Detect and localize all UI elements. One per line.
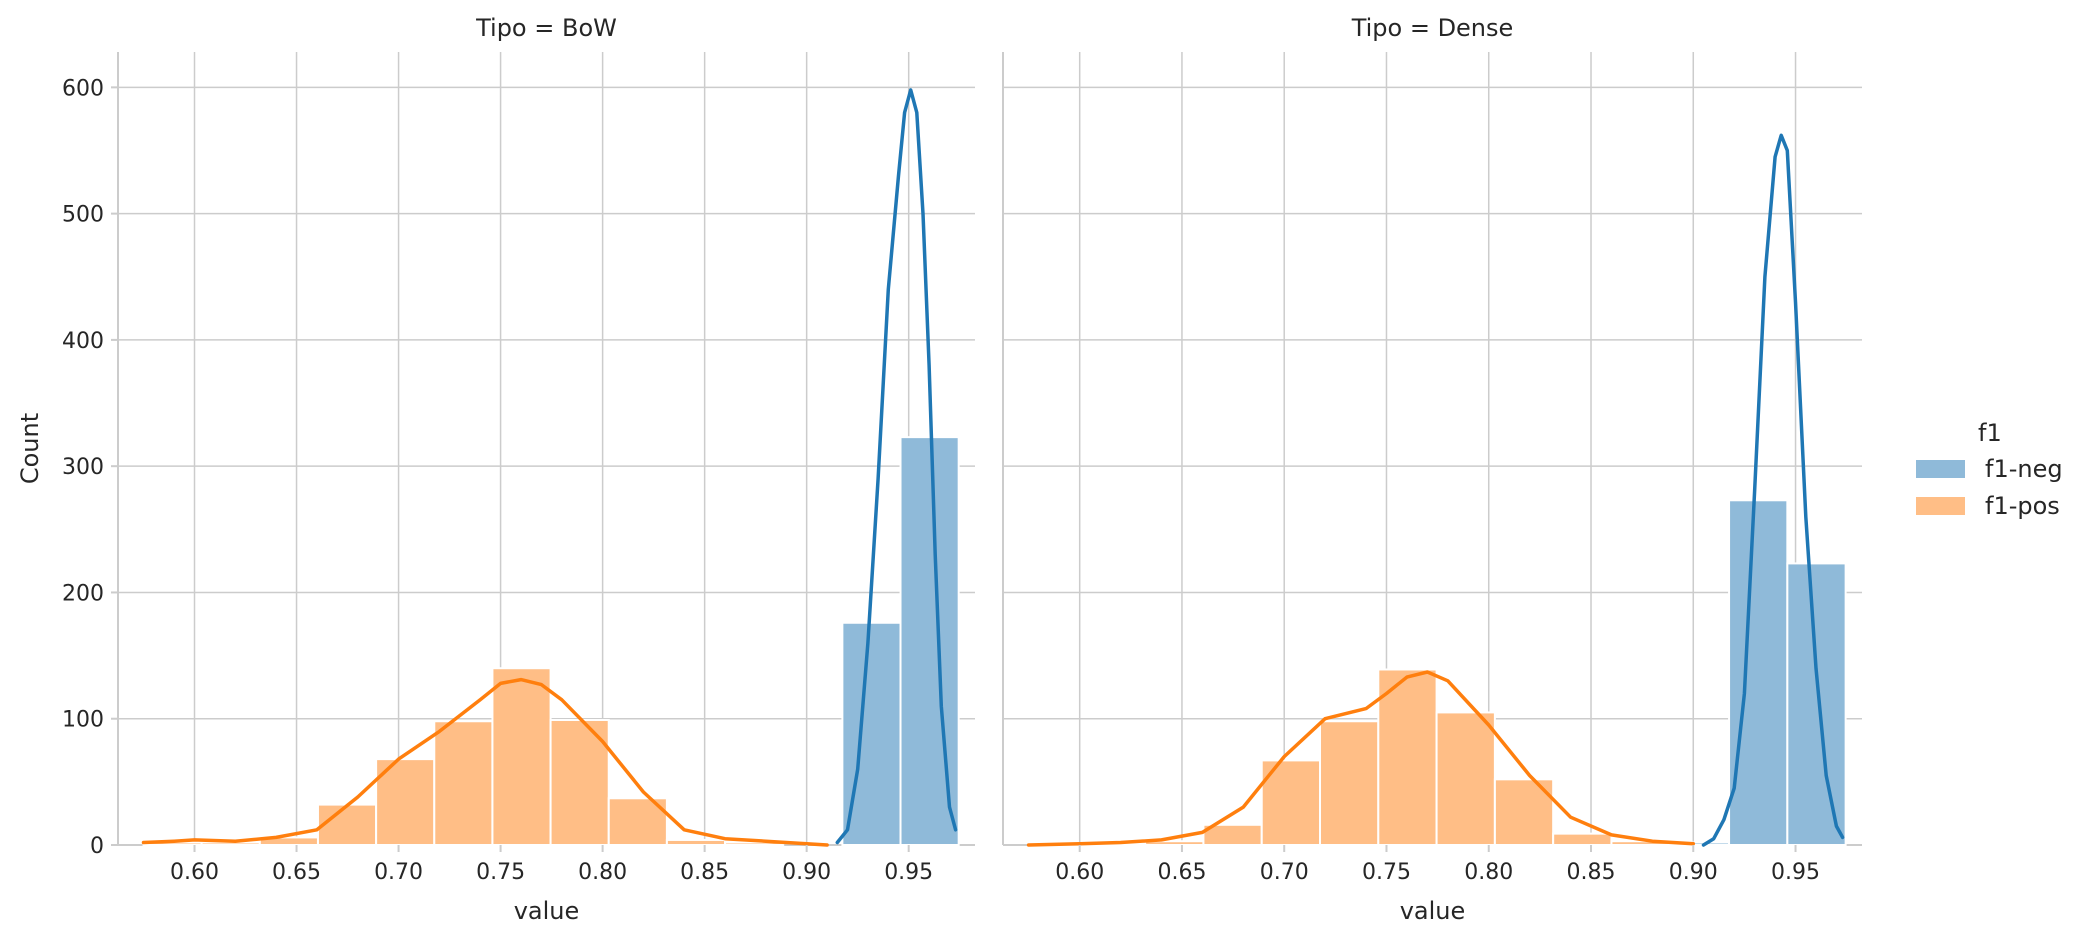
x-tick-label: 0.90 xyxy=(1669,860,1718,885)
x-tick-label: 0.95 xyxy=(884,860,933,885)
histogram-bars xyxy=(1027,499,1847,847)
x-tick-label: 0.65 xyxy=(272,860,321,885)
bar-f1-neg xyxy=(899,436,960,846)
x-tick-label: 0.95 xyxy=(1771,860,1820,885)
y-tick-label: 600 xyxy=(62,76,104,101)
bar-f1-pos xyxy=(433,720,494,846)
x-tick-label: 0.80 xyxy=(1464,860,1513,885)
bar-f1-pos xyxy=(665,838,727,846)
y-axis: Count xyxy=(16,413,44,484)
legend-label-f1-pos: f1-pos xyxy=(1985,492,2060,520)
y-tick-label: 300 xyxy=(62,455,104,480)
x-ticks: 0.60 0.65 0.70 0.75 0.80 0.85 0.90 0.95 xyxy=(1055,845,1820,885)
kde-line-f1-pos xyxy=(1026,670,1696,847)
legend-title: f1 xyxy=(1978,419,2002,447)
legend-label-f1-neg: f1-neg xyxy=(1985,455,2063,483)
x-tick-label: 0.70 xyxy=(1260,860,1309,885)
x-tick-label: 0.60 xyxy=(170,860,219,885)
x-tick-label: 0.60 xyxy=(1055,860,1104,885)
x-axis-label: value xyxy=(514,897,580,925)
panel-title: Tipo = BoW xyxy=(475,14,617,42)
kde-curves xyxy=(141,88,958,847)
y-tick-label: 0 xyxy=(90,834,104,859)
bar-f1-pos xyxy=(1493,778,1555,847)
y-tick-label: 400 xyxy=(62,329,104,354)
x-tick-label: 0.75 xyxy=(1362,860,1411,885)
bar-f1-pos xyxy=(549,718,610,846)
bar-f1-neg xyxy=(1786,562,1847,846)
y-tick-label: 500 xyxy=(62,203,104,228)
x-tick-label: 0.85 xyxy=(680,860,729,885)
kde-line-f1-pos xyxy=(141,677,829,847)
panel-dense: 0.60 0.65 0.70 0.75 0.80 0.85 0.90 0.95 value Tip… xyxy=(1002,14,1862,925)
legend-swatch-f1-pos xyxy=(1916,497,1965,515)
y-ticks: 0 100 200 300 400 500 600 xyxy=(62,76,118,859)
bar-f1-pos xyxy=(316,803,378,846)
x-ticks: 0.60 0.65 0.70 0.75 0.80 0.85 0.90 0.95 xyxy=(170,845,933,885)
histogram-bars xyxy=(142,436,960,847)
bar-f1-pos xyxy=(491,667,552,846)
bar-f1-pos xyxy=(1319,720,1380,846)
legend-swatch-f1-neg xyxy=(1916,460,1965,478)
bar-f1-neg xyxy=(1728,499,1789,846)
x-tick-label: 0.90 xyxy=(782,860,831,885)
bar-f1-pos xyxy=(1552,832,1613,847)
kde-line-f1-neg xyxy=(1701,133,1845,847)
y-tick-label: 100 xyxy=(62,708,104,733)
kde-line-f1-neg xyxy=(835,88,958,845)
bar-f1-pos xyxy=(1377,668,1438,847)
panel-title: Tipo = Dense xyxy=(1351,14,1514,42)
x-tick-label: 0.85 xyxy=(1567,860,1616,885)
bar-f1-pos xyxy=(200,841,261,847)
grid xyxy=(118,52,975,846)
x-tick-label: 0.75 xyxy=(476,860,525,885)
legend: f1 f1-neg f1-pos xyxy=(1916,419,2063,520)
bar-f1-pos xyxy=(375,758,436,846)
y-tick-label: 200 xyxy=(62,581,104,606)
kde-curves xyxy=(1026,133,1845,847)
x-tick-label: 0.70 xyxy=(374,860,423,885)
x-axis-label: value xyxy=(1400,897,1466,925)
x-tick-label: 0.65 xyxy=(1157,860,1206,885)
panel-bow: 0.60 0.65 0.70 0.75 0.80 0.85 0.90 0.95 0 100 200 3… xyxy=(62,14,975,925)
y-axis-label: Count xyxy=(16,413,44,484)
bar-f1-pos xyxy=(1435,711,1496,846)
x-tick-label: 0.80 xyxy=(578,860,627,885)
